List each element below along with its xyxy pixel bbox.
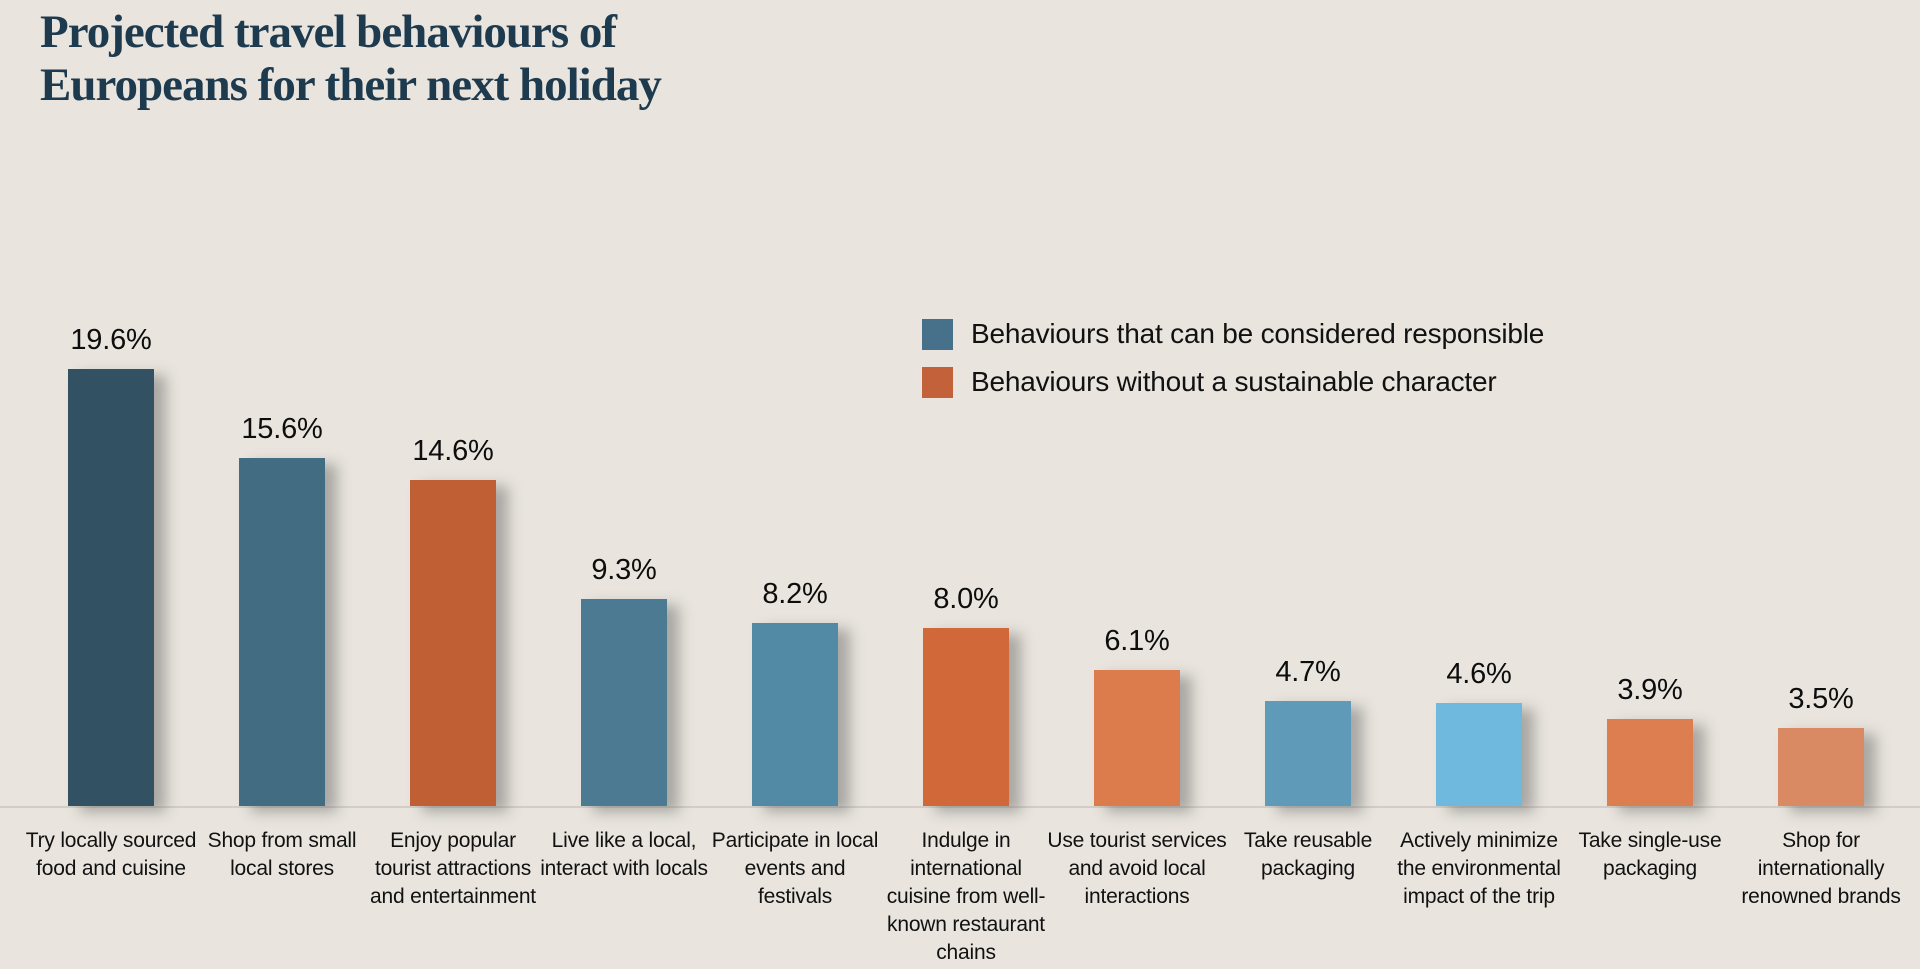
bar-11	[1778, 728, 1864, 806]
category-label-11: Shop for internationally renowned brands	[1741, 829, 1901, 908]
bar-value-label-3: 14.6%	[412, 435, 494, 467]
chart-title: Projected travel behaviours of Europeans…	[40, 6, 662, 112]
x-axis-line	[0, 806, 1920, 808]
chart-title-line-1: Projected travel behaviours of	[40, 6, 617, 58]
category-label-2: Shop from small local stores	[207, 829, 357, 880]
category-label-10: Take single-use packaging	[1578, 829, 1722, 880]
legend-item-responsible: Behaviours that can be considered respon…	[922, 318, 1544, 350]
bar-value-label-11: 3.5%	[1788, 683, 1854, 715]
bar-value-label-5: 8.2%	[762, 578, 828, 610]
bar-value-label-2: 15.6%	[241, 413, 323, 445]
bar-value-label-9: 4.6%	[1446, 658, 1512, 690]
bar-9	[1436, 703, 1522, 806]
category-label-8: Take reusable packaging	[1243, 829, 1373, 880]
bar-6	[923, 628, 1009, 806]
category-label-3: Enjoy popular tourist attractions and en…	[370, 829, 536, 908]
legend-item-unsustainable: Behaviours without a sustainable charact…	[922, 366, 1544, 398]
bar-8	[1265, 701, 1351, 806]
category-label-5: Participate in local events and festival…	[711, 829, 879, 908]
category-label-1: Try locally sourced food and cuisine	[25, 829, 197, 880]
bar-2	[239, 458, 325, 806]
bar-value-label-6: 8.0%	[933, 583, 999, 615]
bar-5	[752, 623, 838, 806]
bar-7	[1094, 670, 1180, 806]
bar-value-label-4: 9.3%	[591, 554, 657, 586]
bar-4	[581, 599, 667, 806]
category-label-9: Actively minimize the environmental impa…	[1397, 829, 1561, 908]
category-label-4: Live like a local, interact with locals	[540, 829, 708, 880]
bar-value-label-10: 3.9%	[1617, 674, 1683, 706]
bar-1	[68, 369, 154, 806]
chart-legend: Behaviours that can be considered respon…	[922, 318, 1544, 414]
bar-value-label-7: 6.1%	[1104, 625, 1170, 657]
legend-label-responsible: Behaviours that can be considered respon…	[971, 318, 1545, 349]
legend-swatch-unsustainable-icon	[922, 366, 953, 398]
category-label-6: Indulge in international cuisine from we…	[886, 829, 1046, 964]
bar-value-label-1: 19.6%	[70, 324, 152, 356]
category-label-7: Use tourist services and avoid local int…	[1047, 829, 1227, 908]
legend-label-unsustainable: Behaviours without a sustainable charact…	[971, 366, 1497, 397]
legend-swatch-responsible-icon	[922, 318, 953, 350]
bar-value-label-8: 4.7%	[1275, 656, 1341, 688]
bar-10	[1607, 719, 1693, 806]
bar-3	[410, 480, 496, 806]
chart-title-line-2: Europeans for their next holiday	[40, 59, 662, 111]
